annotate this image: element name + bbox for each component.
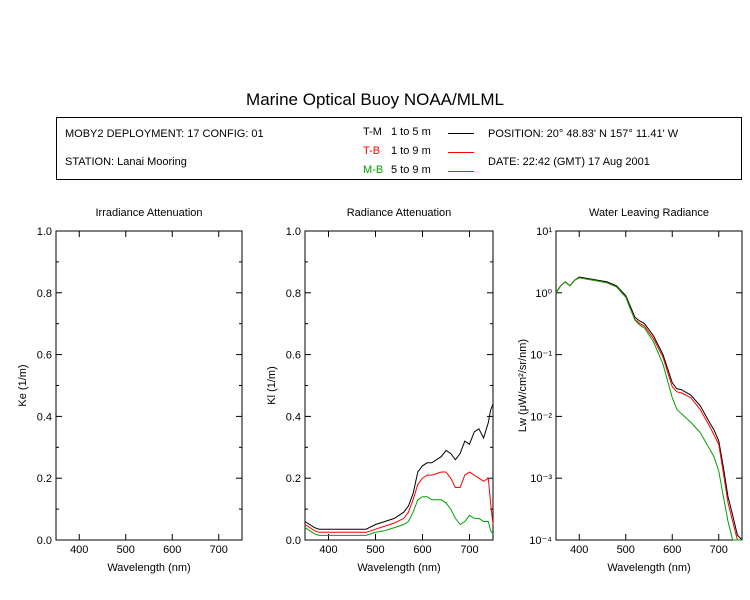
y-tick-label-0-2: 0.4 <box>37 411 52 423</box>
legend-line-mb <box>448 171 474 172</box>
x-tick-label-0-500: 500 <box>117 544 135 556</box>
series-line-1-t-b <box>304 471 494 533</box>
legend-line-tb <box>448 152 474 153</box>
panel-title-2: Water Leaving Radiance <box>589 207 709 219</box>
panel-title-0: Irradiance Attenuation <box>95 207 202 219</box>
y-tick-label-0-4: 0.8 <box>37 288 52 300</box>
y-tick-label-2-4: 10⁰ <box>535 288 552 300</box>
x-tick-label-1-400: 400 <box>319 544 337 556</box>
x-tick-label-1-700: 700 <box>460 544 478 556</box>
y-tick-label-1-5: 1.0 <box>286 226 301 238</box>
y-tick-label-1-3: 0.6 <box>286 350 301 362</box>
legend-name-mb: M-B <box>363 164 384 176</box>
deployment-text: MOBY2 DEPLOYMENT: 17 CONFIG: 01 <box>65 128 264 140</box>
x-tick-label-2-600: 600 <box>663 544 681 556</box>
x-tick-label-2-700: 700 <box>710 544 728 556</box>
y-tick-label-2-2: 10⁻² <box>530 411 552 423</box>
panel-title-1: Radiance Attenuation <box>347 207 452 219</box>
series-line-2-t-b <box>555 277 742 541</box>
y-tick-label-1-2: 0.4 <box>286 411 301 423</box>
legend-name-tm: T-M <box>363 126 382 138</box>
y-tick-label-0-3: 0.6 <box>37 350 52 362</box>
chart-title: Marine Optical Buoy NOAA/MLML <box>246 90 504 109</box>
series-line-2-t-m <box>555 276 743 541</box>
y-tick-label-1-0: 0.0 <box>286 535 301 547</box>
series-line-1-m-b <box>304 496 494 536</box>
y-axis-label-0: Ke (1/m) <box>17 364 29 406</box>
x-tick-label-2-400: 400 <box>570 544 588 556</box>
x-axis-label-1: Wavelength (nm) <box>357 562 440 574</box>
x-tick-label-2-500: 500 <box>617 544 635 556</box>
x-tick-label-1-600: 600 <box>413 544 431 556</box>
x-tick-label-0-700: 700 <box>210 544 228 556</box>
info-box: MOBY2 DEPLOYMENT: 17 CONFIG: 01 STATION:… <box>56 117 742 180</box>
y-tick-label-2-0: 10⁻⁴ <box>529 535 552 547</box>
legend-range-mb: 5 to 9 m <box>391 164 431 176</box>
date-text: DATE: 22:42 (GMT) 17 Aug 2001 <box>488 156 650 168</box>
legend-range-tb: 1 to 9 m <box>391 145 431 157</box>
x-tick-label-0-400: 400 <box>70 544 88 556</box>
x-axis-label-0: Wavelength (nm) <box>107 562 190 574</box>
x-tick-label-0-600: 600 <box>163 544 181 556</box>
station-text: STATION: Lanai Mooring <box>65 156 187 168</box>
legend-line-tm <box>448 133 474 134</box>
series-line-2-m-b <box>555 277 742 541</box>
position-text: POSITION: 20° 48.83' N 157° 11.41' W <box>488 128 679 140</box>
series-line-1-t-m <box>304 403 494 530</box>
x-axis-label-2: Wavelength (nm) <box>607 562 690 574</box>
legend-range-tm: 1 to 5 m <box>391 126 431 138</box>
y-tick-label-0-0: 0.0 <box>37 535 52 547</box>
y-tick-label-2-5: 10¹ <box>536 226 552 238</box>
y-axis-label-1: Kl (1/m) <box>266 366 278 405</box>
y-axis-label-2: Lw (μW/cm²/sr/nm) <box>517 339 529 432</box>
y-tick-label-1-4: 0.8 <box>286 288 301 300</box>
y-tick-label-0-1: 0.2 <box>37 473 52 485</box>
y-tick-label-1-1: 0.2 <box>286 473 301 485</box>
y-tick-label-0-5: 1.0 <box>37 226 52 238</box>
y-tick-label-2-3: 10⁻¹ <box>530 350 552 362</box>
legend-name-tb: T-B <box>363 145 381 157</box>
y-tick-label-2-1: 10⁻³ <box>530 473 552 485</box>
plot-frame-2 <box>555 230 743 541</box>
plot-frame-0 <box>55 230 243 541</box>
plot-frame-1 <box>304 230 494 541</box>
x-tick-label-1-500: 500 <box>366 544 384 556</box>
